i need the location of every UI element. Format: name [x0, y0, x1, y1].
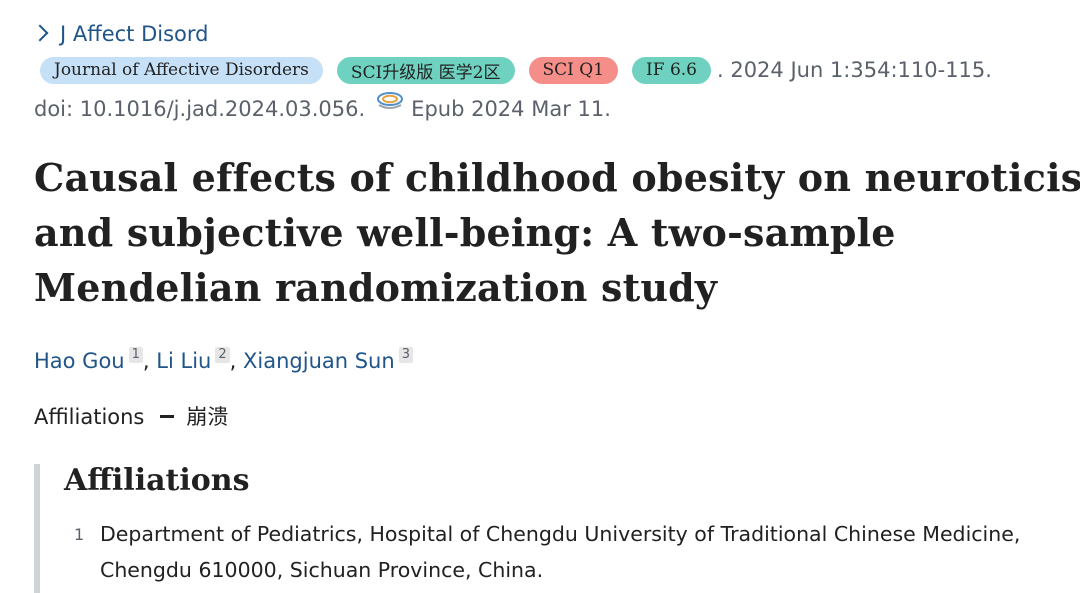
affiliations-heading: Affiliations: [64, 463, 250, 498]
doi-text[interactable]: doi: 10.1016/j.jad.2024.03.056.: [34, 97, 366, 121]
affiliations-toggle-action: 崩溃: [186, 405, 229, 429]
author-link[interactable]: Li Liu: [156, 349, 212, 373]
author-link[interactable]: Hao Gou: [34, 349, 125, 373]
journal-name-badge: Journal of Affective Disorders: [40, 56, 323, 84]
citation-date-pages: . 2024 Jun 1:354:110-115.: [716, 58, 992, 82]
affiliations-panel: Affiliations 1 Department of Pediatrics,…: [34, 464, 1074, 593]
author-affiliation-ref[interactable]: 1: [128, 347, 143, 363]
epub-date: Epub 2024 Mar 11.: [411, 97, 611, 121]
affiliation-text: Department of Pediatrics, Hospital of Ch…: [100, 522, 1021, 582]
affiliation-number: 1: [74, 525, 85, 544]
author-link[interactable]: Xiangjuan Sun: [243, 349, 395, 373]
author-affiliation-ref[interactable]: 3: [398, 347, 413, 363]
affiliations-toggle-label: Affiliations: [34, 405, 145, 429]
affiliations-toggle[interactable]: Affiliations 崩溃: [34, 402, 228, 432]
sci-zone-badge: SCI升级版 医学2区: [336, 56, 515, 84]
author-separator: ,: [142, 349, 150, 373]
affiliation-item: 1 Department of Pediatrics, Hospital of …: [74, 520, 1074, 592]
sci-q1-badge: SCI Q1: [528, 56, 619, 84]
author-list: Hao Gou 1, Li Liu 2, Xiangjuan Sun 3: [34, 346, 413, 376]
article-title: Causal effects of childhood obesity on n…: [34, 155, 1080, 310]
impact-factor-badge: IF 6.6: [632, 56, 711, 84]
journal-badges-row: Journal of Affective Disorders SCI升级版 医学…: [40, 56, 992, 84]
chevron-right-icon: [31, 24, 49, 42]
journal-short-name: J Affect Disord: [60, 22, 209, 46]
collapse-icon: [160, 414, 175, 418]
author-affiliation-ref[interactable]: 2: [215, 347, 230, 363]
author-separator: ,: [229, 349, 237, 373]
journal-link[interactable]: J Affect Disord: [31, 20, 209, 48]
doi-line: doi: 10.1016/j.jad.2024.03.056. Epub 202…: [34, 92, 611, 123]
free-pmc-icon[interactable]: [375, 90, 405, 112]
